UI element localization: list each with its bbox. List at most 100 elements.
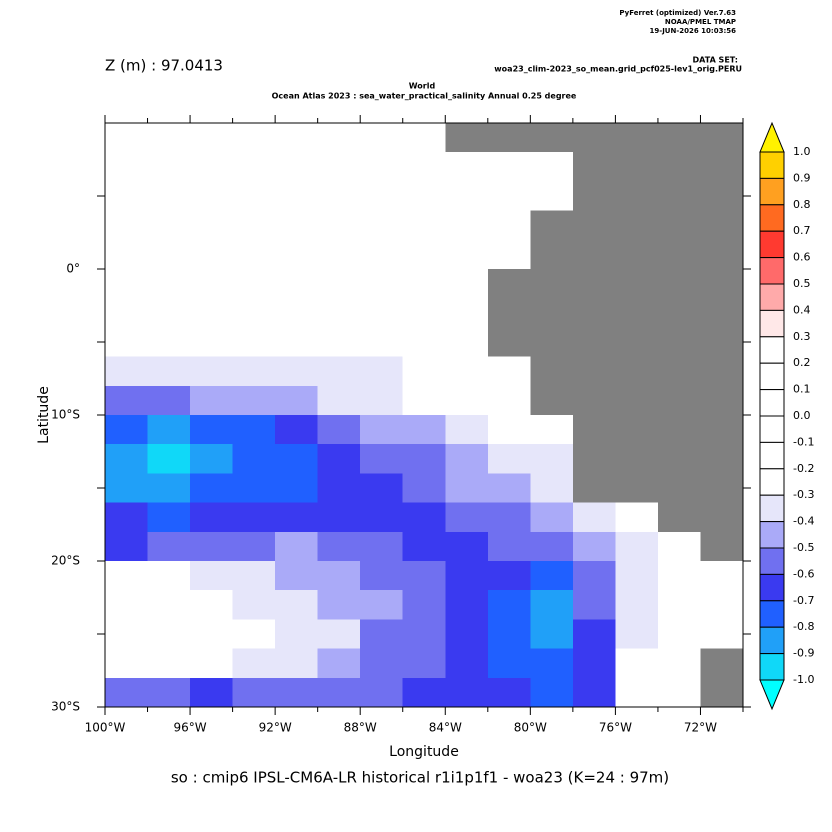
heat-cell	[317, 502, 361, 533]
heat-cell	[232, 677, 276, 708]
heat-cell	[572, 677, 616, 708]
heat-cell	[190, 123, 234, 153]
heat-cell	[360, 210, 404, 241]
heat-cell	[402, 619, 446, 650]
heat-cell	[487, 502, 531, 533]
heat-cell	[615, 502, 659, 533]
colorbar-label: 0.1	[793, 383, 811, 396]
land-cell	[530, 385, 574, 416]
land-cell	[657, 444, 701, 474]
heat-cell	[232, 152, 276, 182]
heat-cell	[530, 531, 574, 562]
land-cell	[615, 473, 659, 504]
heat-cell	[275, 502, 319, 533]
land-cell	[572, 415, 616, 445]
land-cell	[572, 181, 616, 212]
header-line: NOAA/PMEL TMAP	[665, 18, 736, 26]
x-tick-label: 84°W	[429, 721, 462, 735]
land-cell	[572, 239, 616, 270]
heat-cell	[360, 239, 404, 270]
heat-cell	[147, 502, 191, 533]
land-cell	[615, 327, 659, 358]
heat-cell	[487, 648, 531, 679]
heat-cell	[700, 561, 744, 591]
heat-cell	[445, 677, 489, 708]
land-cell	[615, 356, 659, 387]
x-axis-label: Longitude	[389, 744, 459, 760]
heat-cell	[275, 415, 319, 445]
land-cell	[572, 152, 616, 182]
land-cell	[615, 269, 659, 299]
heat-cell	[317, 590, 361, 620]
heat-cell	[190, 473, 234, 504]
land-cell	[700, 181, 744, 212]
land-cell	[657, 152, 701, 182]
x-tick-label: 80°W	[514, 721, 547, 735]
heat-cell	[275, 561, 319, 591]
heat-cell	[360, 327, 404, 358]
heat-cell	[487, 356, 531, 387]
land-cell	[700, 123, 744, 153]
heat-cell	[232, 648, 276, 679]
heat-cell	[402, 210, 446, 241]
land-cell	[530, 239, 574, 270]
y-tick-label: 30°S	[51, 700, 80, 714]
heat-cell	[402, 444, 446, 474]
heat-cell	[190, 181, 234, 212]
heat-cell	[402, 677, 446, 708]
heat-cell	[232, 502, 276, 533]
heat-cell	[317, 619, 361, 650]
colorbar-label: -0.2	[793, 462, 814, 475]
colorbar-box	[759, 521, 785, 549]
land-cell	[615, 415, 659, 445]
heat-cell	[232, 561, 276, 591]
heat-cell	[360, 123, 404, 153]
heat-cell	[190, 561, 234, 591]
heat-cell	[147, 590, 191, 620]
heat-cell	[317, 356, 361, 387]
colorbar-box	[759, 204, 785, 232]
heat-cell	[317, 648, 361, 679]
heat-cell	[105, 444, 149, 474]
heat-cell	[105, 123, 149, 153]
land-cell	[700, 298, 744, 328]
heat-cell	[317, 561, 361, 591]
heat-cell	[105, 356, 149, 387]
colorbar-label: 0.3	[793, 330, 811, 343]
heat-cell	[487, 152, 531, 182]
heat-cell	[147, 677, 191, 708]
colorbar-box	[759, 653, 785, 681]
heat-cell	[402, 298, 446, 328]
land-cell	[615, 181, 659, 212]
heat-cell	[445, 385, 489, 416]
heat-cell	[232, 210, 276, 241]
heat-cell	[190, 677, 234, 708]
land-cell	[530, 327, 574, 358]
heat-cell	[572, 531, 616, 562]
heat-cell	[402, 123, 446, 153]
heat-cell	[360, 590, 404, 620]
heat-cell	[105, 473, 149, 504]
colorbar-label: -0.9	[793, 647, 814, 660]
colorbar-box	[759, 362, 785, 391]
heat-cell	[530, 677, 574, 708]
colorbar-label: 1.0	[793, 145, 811, 158]
land-cell	[657, 210, 701, 241]
land-cell	[615, 298, 659, 328]
heat-cell	[275, 181, 319, 212]
land-cell	[700, 473, 744, 504]
land-cell	[572, 473, 616, 504]
heat-cell	[190, 648, 234, 679]
heat-cell	[487, 531, 531, 562]
heat-cell	[317, 473, 361, 504]
heat-cell	[190, 239, 234, 270]
heat-cell	[105, 415, 149, 445]
colorbar-box	[759, 468, 785, 496]
heat-cell	[275, 531, 319, 562]
heat-cell	[487, 677, 531, 708]
land-cell	[657, 123, 701, 153]
land-cell	[657, 385, 701, 416]
heat-cell	[657, 590, 701, 620]
heat-cell	[445, 444, 489, 474]
colorbar-box	[759, 230, 785, 259]
